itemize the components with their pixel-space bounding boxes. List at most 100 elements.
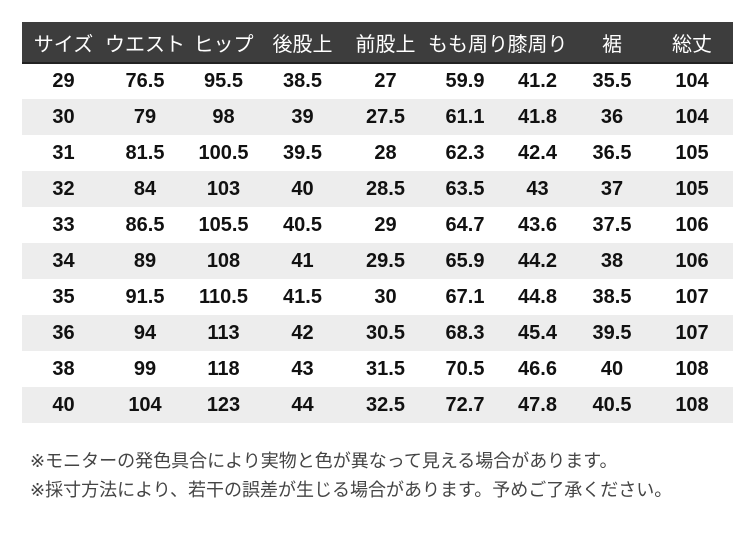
column-header: ウエスト — [105, 22, 185, 64]
table-cell: 62.3 — [445, 141, 485, 164]
table-cell: 79 — [105, 99, 185, 135]
column-header: 前股上 — [343, 22, 428, 64]
table-cell: 35.5 — [592, 70, 632, 92]
table-cell: 32 — [22, 171, 105, 207]
column-header: 総丈 — [651, 22, 733, 64]
table-cell: 104 — [675, 70, 709, 92]
table-cell: 89 — [105, 243, 185, 279]
note-line: ※採寸方法により、若干の誤差が生じる場合があります。予めご了承ください。 — [30, 480, 673, 500]
table-cell: 47.8 — [502, 387, 573, 423]
column-header: サイズ — [22, 22, 105, 64]
table-header: サイズ ウエスト ヒップ 後股上 前股上 もも周り 膝周り裾総丈 — [22, 22, 733, 64]
notes: ※モニターの発色具合により実物と色が異なって見える場合があります。 ※採寸方法に… — [30, 447, 742, 505]
table-cell: 42.4 — [518, 141, 557, 164]
table-cell: 46.6 — [518, 357, 557, 380]
table-cell: 41.8 — [502, 99, 573, 135]
table-cell: 100.5 — [198, 141, 249, 164]
table-cell: 32.5 — [343, 387, 428, 423]
table-cell: 61.1 — [428, 99, 502, 135]
table-cell: 106 — [651, 243, 733, 279]
table-cell: 44 — [262, 387, 343, 423]
table-cell: 40.5 — [573, 387, 651, 423]
note-line: ※モニターの発色具合により実物と色が異なって見える場合があります。 — [30, 451, 618, 471]
table-cell: 104 — [651, 99, 733, 135]
table-cell: 118 — [207, 357, 240, 380]
table-cell: 95.5 — [204, 70, 243, 92]
table-cell: 43.6 — [518, 213, 557, 236]
table-cell: 98 — [185, 99, 262, 135]
table-cell: 28.5 — [343, 171, 428, 207]
table-row: 32 84 103 40 28.5 63.5 43 37 105 — [22, 171, 733, 207]
table-cell: 64.7 — [445, 213, 485, 236]
table-cell: 84 — [105, 171, 185, 207]
size-chart-table: サイズ ウエスト ヒップ 後股上 前股上 もも周り 膝周り裾総丈 29 76.5 95.5 38.… — [22, 22, 733, 423]
table-cell: 29.5 — [343, 243, 428, 279]
table-cell: 27.5 — [343, 99, 428, 135]
table-cell: 105.5 — [198, 213, 249, 236]
table-cell: 39 — [262, 99, 343, 135]
table-cell: 107 — [651, 315, 733, 351]
table-cell: 108 — [675, 357, 709, 380]
table-cell: 70.5 — [445, 357, 485, 380]
column-header: 裾 — [573, 22, 651, 64]
table-cell: 81.5 — [125, 141, 165, 164]
table-cell: 104 — [105, 387, 185, 423]
table-cell: 29 — [374, 213, 397, 236]
table-cell: 105 — [675, 141, 709, 164]
table-cell: 31.5 — [366, 357, 405, 380]
table-cell: 41.5 — [283, 285, 322, 308]
table-cell: 33 — [52, 213, 75, 236]
header-row: サイズ ウエスト ヒップ 後股上 前股上 もも周り 膝周り裾総丈 — [22, 22, 733, 64]
table-cell: 68.3 — [428, 315, 502, 351]
table-row: 35 91.5 110.5 41.5 30 67.1 44.8 38.5 107 — [22, 279, 733, 315]
table-cell: 36.5 — [592, 141, 632, 164]
table-cell: 42 — [262, 315, 343, 351]
table-cell: 39.5 — [573, 315, 651, 351]
table-cell: 41 — [262, 243, 343, 279]
table-row: 30 79 98 39 27.5 61.1 41.8 36 104 — [22, 99, 733, 135]
table-row: 40 104 123 44 32.5 72.7 47.8 40.5 108 — [22, 387, 733, 423]
table-cell: 38.5 — [592, 285, 632, 308]
table-cell: 31 — [52, 141, 75, 164]
table-cell: 41.2 — [518, 70, 557, 92]
table-row: 33 86.5 105.5 40.5 29 64.7 43.6 37.5 106 — [22, 207, 733, 243]
column-header: ヒップ — [185, 22, 262, 64]
column-header: 膝周り — [502, 22, 573, 64]
table-row: 34 89 108 41 29.5 65.9 44.2 38 106 — [22, 243, 733, 279]
table-cell: 63.5 — [428, 171, 502, 207]
table-cell: 72.7 — [428, 387, 502, 423]
table-cell: 35 — [52, 285, 75, 308]
table-cell: 30.5 — [343, 315, 428, 351]
table-cell: 113 — [185, 315, 262, 351]
table-row: 29 76.5 95.5 38.5 27 59.9 41.2 35.5 104 — [22, 63, 733, 99]
table-row: 38 99 118 43 31.5 70.5 46.6 40 108 — [22, 351, 733, 387]
table-cell: 36 — [22, 315, 105, 351]
table-cell: 110.5 — [199, 285, 248, 308]
table-cell: 108 — [651, 387, 733, 423]
table-cell: 105 — [651, 171, 733, 207]
table-body: 29 76.5 95.5 38.5 27 59.9 41.2 35.5 104 30 79 98 39 2… — [22, 63, 733, 423]
table-cell: 38 — [573, 243, 651, 279]
table-cell: 65.9 — [428, 243, 502, 279]
table-cell: 29 — [52, 70, 75, 92]
table-cell: 44.2 — [502, 243, 573, 279]
table-cell: 38.5 — [283, 70, 322, 92]
table-cell: 27 — [374, 70, 397, 92]
column-header: 後股上 — [262, 22, 343, 64]
table-cell: 36 — [573, 99, 651, 135]
table-cell: 44.8 — [518, 285, 557, 308]
table-cell: 43 — [291, 357, 314, 380]
table-cell: 40 — [600, 357, 624, 380]
table-cell: 34 — [22, 243, 105, 279]
table-cell: 91.5 — [125, 285, 165, 308]
table-cell: 30 — [22, 99, 105, 135]
table-cell: 108 — [185, 243, 262, 279]
table-cell: 38 — [52, 357, 75, 380]
table-cell: 37 — [573, 171, 651, 207]
table-row: 36 94 113 42 30.5 68.3 45.4 39.5 107 — [22, 315, 733, 351]
table-cell: 86.5 — [125, 213, 165, 236]
table-cell: 99 — [133, 357, 157, 380]
table-cell: 106 — [675, 213, 709, 236]
table-cell: 43 — [502, 171, 573, 207]
column-header: もも周り — [428, 22, 508, 64]
